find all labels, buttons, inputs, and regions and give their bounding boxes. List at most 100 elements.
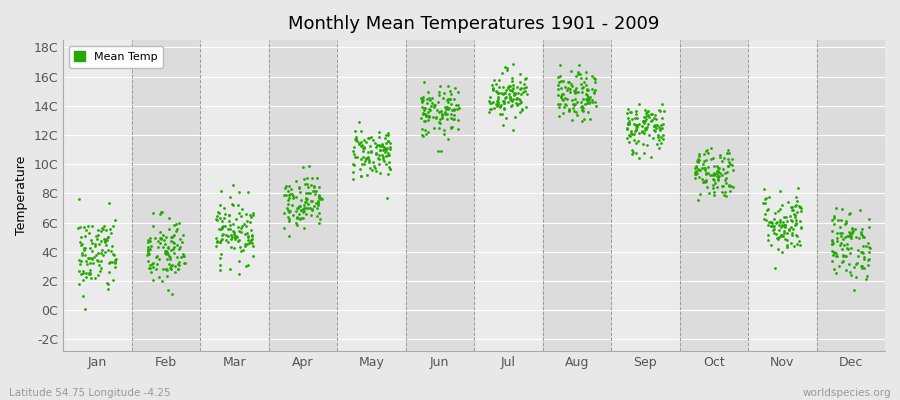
- Point: [718, 170, 733, 176]
- Point: [76, 245, 91, 252]
- Point: [706, 155, 721, 161]
- Point: [371, 155, 385, 161]
- Point: [94, 265, 109, 272]
- Point: [140, 252, 155, 258]
- Point: [226, 228, 240, 234]
- Point: [696, 179, 710, 185]
- Point: [145, 261, 159, 268]
- Point: [241, 232, 256, 239]
- Point: [307, 183, 321, 190]
- Point: [209, 216, 223, 222]
- Point: [780, 236, 795, 243]
- Point: [779, 218, 794, 224]
- Point: [554, 62, 568, 68]
- Point: [297, 205, 311, 211]
- Point: [835, 236, 850, 242]
- Point: [498, 90, 512, 97]
- Point: [554, 78, 568, 84]
- Point: [230, 224, 245, 230]
- Point: [74, 234, 88, 241]
- Point: [149, 254, 164, 260]
- Point: [833, 229, 848, 236]
- Point: [354, 128, 368, 134]
- Point: [497, 90, 511, 96]
- Point: [222, 266, 237, 273]
- Point: [355, 142, 369, 148]
- Point: [102, 260, 116, 266]
- Point: [98, 239, 112, 245]
- Point: [785, 231, 799, 238]
- Point: [724, 183, 738, 189]
- Point: [158, 241, 172, 247]
- Point: [572, 62, 586, 68]
- Point: [721, 162, 735, 169]
- Point: [763, 223, 778, 230]
- Point: [94, 238, 108, 245]
- Point: [717, 155, 732, 162]
- Point: [505, 87, 519, 94]
- Point: [310, 212, 324, 219]
- Point: [440, 99, 454, 105]
- Point: [688, 174, 702, 181]
- Point: [94, 228, 108, 234]
- Point: [151, 274, 166, 280]
- Point: [698, 147, 713, 154]
- Point: [232, 236, 247, 243]
- Point: [514, 99, 528, 106]
- Point: [829, 252, 843, 259]
- Point: [786, 226, 800, 232]
- Point: [421, 113, 436, 120]
- Point: [309, 200, 323, 206]
- Point: [589, 103, 603, 109]
- Point: [502, 91, 517, 97]
- Point: [347, 136, 362, 142]
- Point: [103, 226, 117, 232]
- Point: [688, 168, 703, 175]
- Point: [95, 226, 110, 232]
- Point: [346, 161, 361, 167]
- Point: [239, 223, 254, 230]
- Point: [434, 148, 448, 154]
- Point: [625, 128, 639, 134]
- Point: [638, 127, 652, 134]
- Point: [73, 224, 87, 230]
- Point: [763, 219, 778, 226]
- Point: [655, 132, 670, 138]
- Point: [485, 82, 500, 89]
- Point: [170, 254, 184, 260]
- Point: [310, 200, 325, 206]
- Point: [354, 139, 368, 145]
- Point: [774, 224, 788, 230]
- Point: [214, 225, 229, 231]
- Point: [431, 89, 446, 96]
- Point: [176, 253, 191, 259]
- Point: [281, 214, 295, 220]
- Point: [228, 232, 242, 239]
- Point: [700, 147, 715, 154]
- Point: [311, 198, 326, 204]
- Point: [482, 108, 497, 115]
- Point: [213, 201, 228, 208]
- Point: [85, 223, 99, 229]
- Point: [444, 125, 458, 131]
- Point: [793, 204, 807, 211]
- Point: [497, 100, 511, 106]
- Point: [213, 255, 228, 262]
- Point: [830, 238, 844, 244]
- Point: [854, 228, 868, 235]
- Point: [788, 203, 802, 209]
- Point: [855, 250, 869, 256]
- Point: [80, 261, 94, 267]
- Point: [285, 191, 300, 197]
- Point: [790, 232, 805, 239]
- Point: [441, 95, 455, 102]
- Point: [176, 253, 190, 259]
- Point: [778, 224, 792, 230]
- Point: [845, 230, 859, 236]
- Point: [505, 98, 519, 104]
- Point: [784, 224, 798, 230]
- Point: [352, 140, 366, 147]
- Point: [505, 75, 519, 81]
- Point: [860, 272, 874, 279]
- Point: [143, 262, 157, 268]
